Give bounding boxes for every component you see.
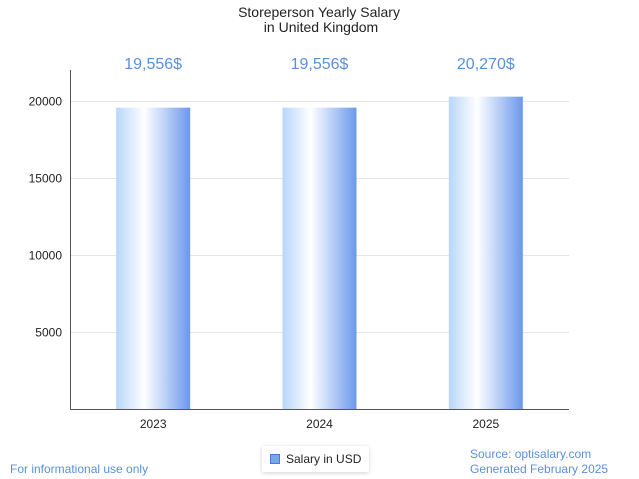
data-labels: 19,556$ 19,556$ 20,270$ bbox=[124, 56, 515, 73]
data-label: 20,270$ bbox=[457, 56, 515, 73]
y-tick-label: 10000 bbox=[29, 249, 63, 263]
generated-text: Generated February 2025 bbox=[470, 462, 609, 476]
chart-title-line-1: Storeperson Yearly Salary bbox=[238, 4, 400, 20]
bars bbox=[116, 96, 523, 410]
x-tick-label: 2024 bbox=[306, 417, 333, 431]
y-tick-label: 5000 bbox=[35, 326, 62, 340]
axes: 5000 10000 15000 20000 2023 2024 2025 bbox=[29, 70, 569, 431]
y-tick-label: 15000 bbox=[29, 172, 63, 186]
disclaimer-text: For informational use only bbox=[10, 462, 149, 476]
source-info: Source: optisalary.com Generated Februar… bbox=[470, 447, 608, 477]
x-tick-label: 2023 bbox=[140, 417, 167, 431]
bar-2023 bbox=[116, 107, 191, 409]
y-tick-label: 20000 bbox=[29, 95, 63, 109]
chart-title: Storeperson Yearly Salary in United King… bbox=[238, 4, 400, 35]
bar-2025 bbox=[448, 96, 523, 410]
source-text: Source: optisalary.com bbox=[470, 447, 592, 461]
legend-swatch bbox=[270, 454, 280, 464]
bar-2024 bbox=[282, 107, 357, 409]
x-tick-label: 2025 bbox=[472, 417, 499, 431]
legend[interactable]: Salary in USD bbox=[262, 446, 370, 472]
legend-label: Salary in USD bbox=[286, 452, 362, 466]
data-label: 19,556$ bbox=[124, 56, 182, 73]
chart-title-line-2: in United Kingdom bbox=[264, 19, 378, 35]
data-label: 19,556$ bbox=[291, 56, 349, 73]
